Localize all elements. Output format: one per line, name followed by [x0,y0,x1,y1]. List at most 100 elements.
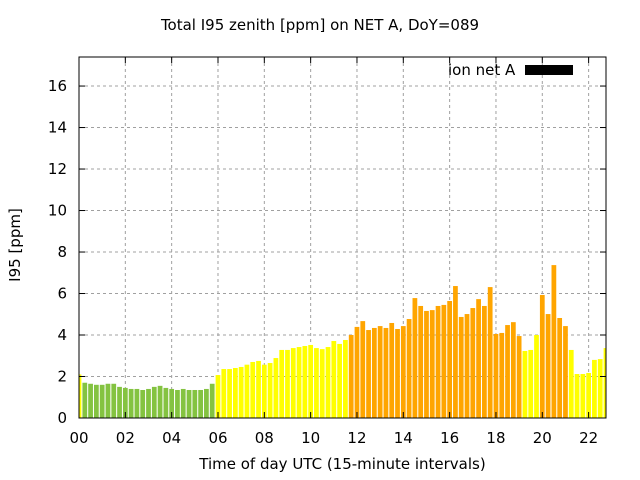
x-tick-label: 00 [69,429,88,447]
bar [238,366,244,418]
bar [314,348,319,418]
bar [79,374,82,418]
y-tick-label: 12 [48,160,67,178]
x-tick-label: 08 [255,429,274,447]
bar [111,383,117,418]
bar [516,336,522,418]
x-tick-label: 14 [394,429,413,447]
bar [128,388,134,418]
x-tick-label: 20 [533,429,552,447]
bar [458,316,464,418]
bar [534,335,539,418]
bar [244,364,250,418]
bar [354,326,360,418]
bar [169,388,175,418]
x-tick-label: 12 [347,429,366,447]
bar [302,346,308,418]
bar [204,388,209,418]
bar [250,361,256,418]
bar [267,363,273,418]
bar [476,299,481,418]
bar [539,294,545,418]
bar [186,389,192,418]
legend: ion net A [448,60,574,80]
bar [232,367,238,418]
bar [88,383,93,418]
legend-swatch [525,65,574,75]
bar [192,389,198,418]
bar [470,308,476,418]
bar [331,341,337,418]
bar [574,374,580,418]
bar [603,348,606,418]
y-tick-label: 10 [48,202,67,220]
bar [557,317,563,418]
bar [371,327,377,418]
bar [134,388,140,418]
chart-title: Total I95 zenith [ppm] on NET A, DoY=089 [160,16,480,34]
bar [551,265,557,418]
bar [418,305,424,418]
bar [377,326,383,418]
bars [79,265,606,418]
x-tick-label: 18 [486,429,505,447]
bar [568,349,574,418]
y-tick-label: 2 [57,368,67,386]
bar [140,389,146,418]
bar [261,364,267,418]
x-tick-label: 02 [116,429,135,447]
bar [343,339,348,418]
x-tick-label: 06 [208,429,227,447]
bar [82,382,88,418]
bar [400,326,406,418]
plot-frame [78,56,607,419]
y-tick-label: 8 [57,243,67,261]
bar [122,387,128,418]
bar [146,388,151,418]
bar [441,304,447,418]
bar [151,386,157,418]
bar [180,388,186,418]
bar [285,349,290,418]
bar [319,349,325,418]
axes [78,56,607,419]
x-tick-label: 22 [579,429,598,447]
bar [389,322,395,418]
y-tick-label: 6 [57,285,67,303]
bar [337,343,342,418]
bar [505,325,510,418]
bar [215,375,221,418]
bar [499,332,505,418]
bar [163,387,169,418]
bar [117,386,122,418]
bar [99,384,105,418]
bar [296,347,302,418]
bar [198,389,203,418]
bar [93,384,99,418]
bar [580,374,586,418]
y-tick-label: 14 [48,119,67,137]
y-tick-label: 16 [48,77,67,95]
bar [227,369,232,418]
bar [157,385,163,418]
bar [412,298,418,418]
bar [279,349,285,418]
bar [395,328,400,418]
bar [273,358,279,418]
bar [482,305,487,418]
y-tick-label: 4 [57,326,67,344]
x-tick-label: 16 [440,429,459,447]
bar [545,314,551,418]
bar [592,359,597,418]
bar [406,319,412,418]
bar [175,389,180,418]
bar [308,344,314,418]
bar [464,314,470,418]
bar [424,310,429,418]
bar [383,327,389,418]
bar [528,349,534,418]
bar [256,360,261,418]
bar [209,383,215,418]
